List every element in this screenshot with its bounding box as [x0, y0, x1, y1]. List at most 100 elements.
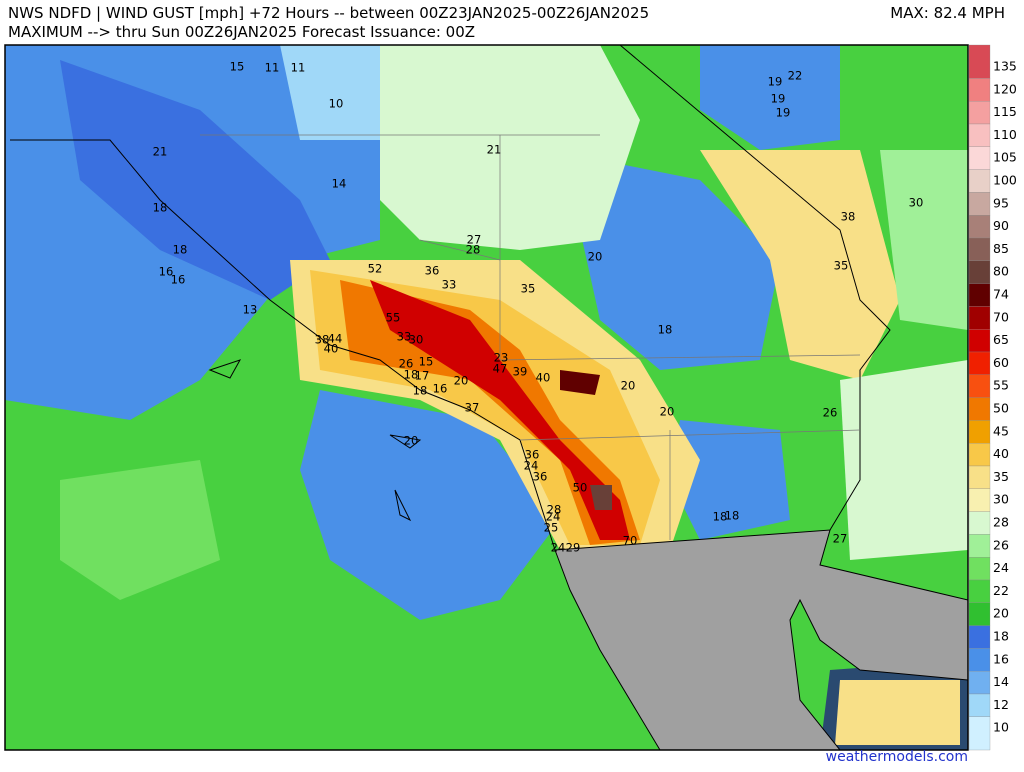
- colorbar-bin: [968, 215, 991, 239]
- colorbar-bin: [968, 374, 991, 398]
- station-value: 20: [404, 434, 419, 448]
- station-value: 27: [833, 532, 848, 546]
- colorbar-label: 40: [993, 446, 1009, 461]
- colorbar-bin: [968, 671, 991, 695]
- station-value: 35: [834, 259, 849, 273]
- station-value: 26: [399, 357, 414, 371]
- station-value: 10: [329, 97, 344, 111]
- colorbar-bin: [968, 329, 991, 353]
- header-title: NWS NDFD | WIND GUST [mph] +72 Hours -- …: [8, 4, 649, 22]
- station-value: 18: [173, 243, 188, 257]
- station-value: 36: [425, 264, 440, 278]
- station-value: 19: [768, 75, 783, 89]
- colorbar-label: 105: [993, 150, 1017, 165]
- colorbar-label: 135: [993, 59, 1017, 74]
- colorbar-bin: [968, 169, 991, 193]
- colorbar-label: 50: [993, 401, 1009, 416]
- colorbar-label: 20: [993, 606, 1009, 621]
- map: [5, 45, 968, 750]
- colorbar-label: 14: [993, 674, 1009, 689]
- colorbar-bin: [968, 420, 991, 444]
- colorbar-label: 80: [993, 264, 1009, 279]
- colorbar-bin: [968, 260, 991, 284]
- colorbar-bin: [968, 716, 991, 751]
- station-value: 40: [324, 342, 339, 356]
- station-value: 22: [788, 69, 803, 83]
- colorbar-label: 110: [993, 127, 1017, 142]
- colorbar-label: 30: [993, 492, 1009, 507]
- station-value: 20: [454, 374, 469, 388]
- footer-credit: weathermodels.com: [826, 749, 968, 765]
- colorbar-bin: [968, 534, 991, 558]
- station-value: 40: [536, 371, 551, 385]
- colorbar-label: 28: [993, 515, 1009, 530]
- station-value: 15: [230, 60, 245, 74]
- station-value: 18: [713, 510, 728, 524]
- station-value: 18: [658, 323, 673, 337]
- station-value: 24: [546, 510, 561, 524]
- colorbar-label: 74: [993, 287, 1009, 302]
- station-value: 44: [328, 332, 343, 346]
- colorbar-label: 16: [993, 651, 1009, 666]
- colorbar-bin: [968, 557, 991, 581]
- colorbar-label: 60: [993, 355, 1009, 370]
- colorbar-bin: [968, 648, 991, 672]
- colorbar-bin: [968, 44, 991, 79]
- colorbar-bin: [968, 579, 991, 603]
- station-value: 13: [243, 303, 258, 317]
- colorbar: 135 120 115 110 105 100 95 90 85 80 74 70 65 60 55 50 45…: [968, 44, 1017, 751]
- colorbar-bin: [968, 397, 991, 421]
- station-value: 33: [397, 330, 412, 344]
- station-value: 24: [551, 541, 566, 555]
- station-value: 36: [525, 448, 540, 462]
- station-value: 30: [909, 196, 924, 210]
- colorbar-bin: [968, 443, 991, 467]
- station-value: 35: [521, 282, 536, 296]
- colorbar-bin: [968, 192, 991, 216]
- station-value: 33: [442, 278, 457, 292]
- station-value: 19: [776, 106, 791, 120]
- colorbar-label: 35: [993, 469, 1009, 484]
- station-value: 55: [386, 311, 401, 325]
- colorbar-bin: [968, 465, 991, 489]
- colorbar-label: 120: [993, 81, 1017, 96]
- station-value: 28: [547, 503, 562, 517]
- colorbar-bin: [968, 306, 991, 330]
- colorbar-bin: [968, 625, 991, 649]
- colorbar-label: 26: [993, 537, 1009, 552]
- colorbar-label: 45: [993, 423, 1009, 438]
- colorbar-label: 55: [993, 378, 1009, 393]
- station-value: 11: [291, 61, 306, 75]
- colorbar-bin: [968, 488, 991, 512]
- station-value: 20: [588, 250, 603, 264]
- station-value: 18: [413, 384, 428, 398]
- colorbar-bin: [968, 351, 991, 375]
- colorbar-label: 22: [993, 583, 1009, 598]
- station-value: 25: [544, 521, 559, 535]
- station-value: 27: [467, 233, 482, 247]
- station-value: 24: [524, 459, 539, 473]
- station-value: 39: [513, 365, 528, 379]
- map-frame: [4, 44, 969, 751]
- colorbar-label: 90: [993, 218, 1009, 233]
- station-value: 20: [660, 405, 675, 419]
- colorbar-label: 95: [993, 195, 1009, 210]
- colorbar-label: 85: [993, 241, 1009, 256]
- station-value: 17: [415, 369, 430, 383]
- colorbar-label: 24: [993, 560, 1009, 575]
- station-value: 16: [171, 273, 186, 287]
- station-value: 29: [566, 541, 581, 555]
- station-value: 21: [153, 145, 168, 159]
- colorbar-bin: [968, 511, 991, 535]
- colorbar-label: 100: [993, 173, 1017, 188]
- colorbar-label: 12: [993, 697, 1009, 712]
- colorbar-bin: [968, 78, 991, 102]
- colorbar-label: 65: [993, 332, 1009, 347]
- station-value: 16: [433, 382, 448, 396]
- colorbar-label: 70: [993, 309, 1009, 324]
- station-value: 38: [315, 333, 330, 347]
- colorbar-bin: [968, 123, 991, 147]
- station-value: 18: [725, 509, 740, 523]
- station-value: 20: [621, 379, 636, 393]
